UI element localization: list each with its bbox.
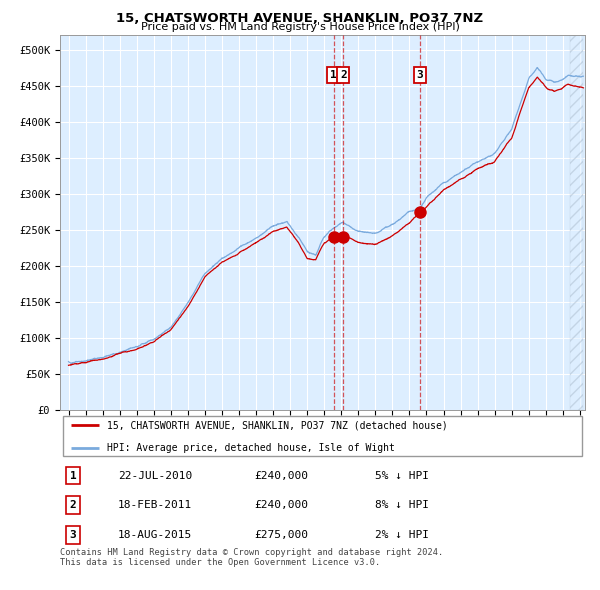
Text: 1: 1: [70, 471, 77, 481]
Text: £240,000: £240,000: [254, 471, 308, 481]
Text: 2% ↓ HPI: 2% ↓ HPI: [375, 530, 429, 540]
Text: 8% ↓ HPI: 8% ↓ HPI: [375, 500, 429, 510]
Text: 15, CHATSWORTH AVENUE, SHANKLIN, PO37 7NZ (detached house): 15, CHATSWORTH AVENUE, SHANKLIN, PO37 7N…: [107, 421, 448, 430]
Text: Price paid vs. HM Land Registry's House Price Index (HPI): Price paid vs. HM Land Registry's House …: [140, 22, 460, 32]
Text: 3: 3: [417, 70, 424, 80]
Text: 2: 2: [340, 70, 347, 80]
Text: 15, CHATSWORTH AVENUE, SHANKLIN, PO37 7NZ: 15, CHATSWORTH AVENUE, SHANKLIN, PO37 7N…: [116, 12, 484, 25]
Text: 18-AUG-2015: 18-AUG-2015: [118, 530, 192, 540]
Text: HPI: Average price, detached house, Isle of Wight: HPI: Average price, detached house, Isle…: [107, 443, 395, 453]
Text: £240,000: £240,000: [254, 500, 308, 510]
Text: 3: 3: [70, 530, 77, 540]
Text: Contains HM Land Registry data © Crown copyright and database right 2024.
This d: Contains HM Land Registry data © Crown c…: [60, 548, 443, 567]
Text: 5% ↓ HPI: 5% ↓ HPI: [375, 471, 429, 481]
Text: £275,000: £275,000: [254, 530, 308, 540]
Text: 1: 1: [330, 70, 337, 80]
Text: 18-FEB-2011: 18-FEB-2011: [118, 500, 192, 510]
Text: 2: 2: [70, 500, 77, 510]
FancyBboxPatch shape: [62, 417, 583, 455]
Text: 22-JUL-2010: 22-JUL-2010: [118, 471, 192, 481]
